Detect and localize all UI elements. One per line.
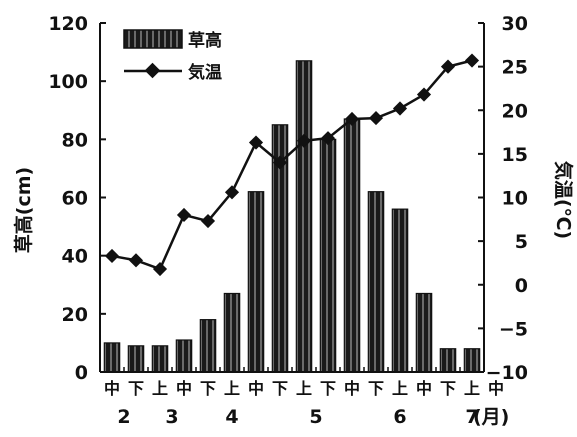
- x-axis-month-labels: 2 3 4 5 6 7: [117, 406, 478, 428]
- bar-2: [151, 345, 169, 373]
- category-label-3: 中: [176, 379, 192, 398]
- right-axis-title: 気温(℃): [552, 161, 575, 239]
- legend-label-line: 気温: [187, 62, 222, 83]
- temperature-point-7: [272, 155, 288, 170]
- temperature-point-10: [344, 111, 360, 127]
- right-tick-label-10: 10: [502, 188, 528, 210]
- right-tick-label-0: 0: [515, 275, 528, 297]
- right-tick-label--10: −10: [486, 362, 528, 384]
- bar-series-plant-height: [103, 60, 481, 373]
- category-label-13: 中: [416, 379, 432, 398]
- right-tick-label-25: 25: [502, 57, 528, 79]
- bar-10: [343, 118, 361, 373]
- category-label-6: 中: [248, 379, 264, 398]
- x-axis-category-labels: 中下上中下上中下上下中下上中下上中: [104, 379, 504, 398]
- legend-item-line: 気温: [124, 62, 222, 83]
- left-y-axis-ticks: 0 20 40 60 80 100 120: [48, 13, 106, 384]
- left-axis-title: 草高(cm): [12, 167, 35, 253]
- left-tick-label-60: 60: [62, 188, 88, 210]
- legend-line-marker: [144, 62, 161, 79]
- category-label-1: 下: [128, 379, 144, 398]
- bar-4: [199, 319, 217, 373]
- bar-9: [319, 138, 337, 373]
- temperature-point-9: [320, 131, 336, 146]
- month-label-3: 3: [165, 406, 178, 428]
- bar-11: [367, 191, 385, 373]
- temperature-point-11: [368, 111, 384, 126]
- temperature-point-6: [248, 135, 264, 150]
- category-label-14: 下: [440, 379, 456, 398]
- category-label-11: 下: [368, 379, 384, 398]
- month-label-5: 5: [309, 406, 322, 428]
- month-label-6: 6: [393, 406, 406, 428]
- right-y-axis-ticks: −10 −5 0 5 10 15 20 25 30: [478, 13, 528, 384]
- right-tick-label-15: 15: [502, 144, 528, 166]
- temperature-line: [111, 59, 473, 271]
- left-tick-label-100: 100: [48, 71, 88, 93]
- temperature-point-0: [104, 248, 120, 264]
- left-tick-label-80: 80: [62, 129, 88, 151]
- bar-6: [247, 191, 265, 373]
- bar-5: [223, 292, 241, 373]
- right-tick-label--5: −5: [499, 318, 528, 340]
- legend-bar-swatch: [123, 29, 183, 49]
- left-tick-label-20: 20: [62, 304, 88, 326]
- category-label-12: 上: [392, 379, 408, 398]
- temperature-point-5: [224, 185, 240, 200]
- category-label-7: 下: [272, 379, 288, 398]
- temperature-point-13: [416, 87, 432, 102]
- legend: 草高 気温: [123, 29, 222, 83]
- category-label-0: 中: [104, 379, 120, 398]
- bar-13: [415, 292, 433, 373]
- temperature-point-14: [440, 59, 456, 74]
- right-tick-label-30: 30: [502, 13, 528, 35]
- month-label-7: 7: [465, 406, 478, 428]
- temperature-point-8: [296, 133, 312, 148]
- bar-14: [439, 348, 457, 373]
- category-label-4: 下: [200, 379, 216, 398]
- category-label-16: 中: [488, 379, 504, 398]
- month-label-2: 2: [117, 406, 130, 428]
- temperature-point-1: [128, 253, 144, 268]
- bar-12: [391, 208, 409, 373]
- temperature-point-3: [176, 207, 192, 223]
- month-label-4: 4: [225, 406, 238, 428]
- temperature-point-15: [464, 53, 480, 68]
- bar-15: [463, 348, 481, 373]
- left-tick-label-40: 40: [62, 246, 88, 268]
- category-label-15: 上: [464, 379, 480, 398]
- right-tick-label-5: 5: [515, 231, 528, 253]
- bar-0: [103, 342, 121, 373]
- left-tick-label-120: 120: [48, 13, 88, 35]
- category-label-9: 下: [320, 379, 336, 398]
- category-label-8: 上: [296, 379, 312, 398]
- legend-label-bar: 草高: [188, 30, 222, 51]
- temperature-point-12: [392, 101, 408, 116]
- line-series-temperature: [104, 53, 480, 277]
- category-label-10: 中: [344, 379, 360, 398]
- temperature-point-4: [200, 213, 216, 229]
- left-tick-label-0: 0: [75, 362, 88, 384]
- temperature-point-2: [152, 261, 168, 277]
- month-unit-label: (月): [473, 406, 509, 428]
- category-label-2: 上: [152, 379, 168, 398]
- bar-1: [127, 345, 145, 373]
- right-tick-label-20: 20: [502, 100, 528, 122]
- bar-3: [175, 339, 193, 373]
- legend-item-bar: 草高: [123, 29, 222, 51]
- category-label-5: 上: [224, 379, 240, 398]
- bar-8: [295, 60, 313, 373]
